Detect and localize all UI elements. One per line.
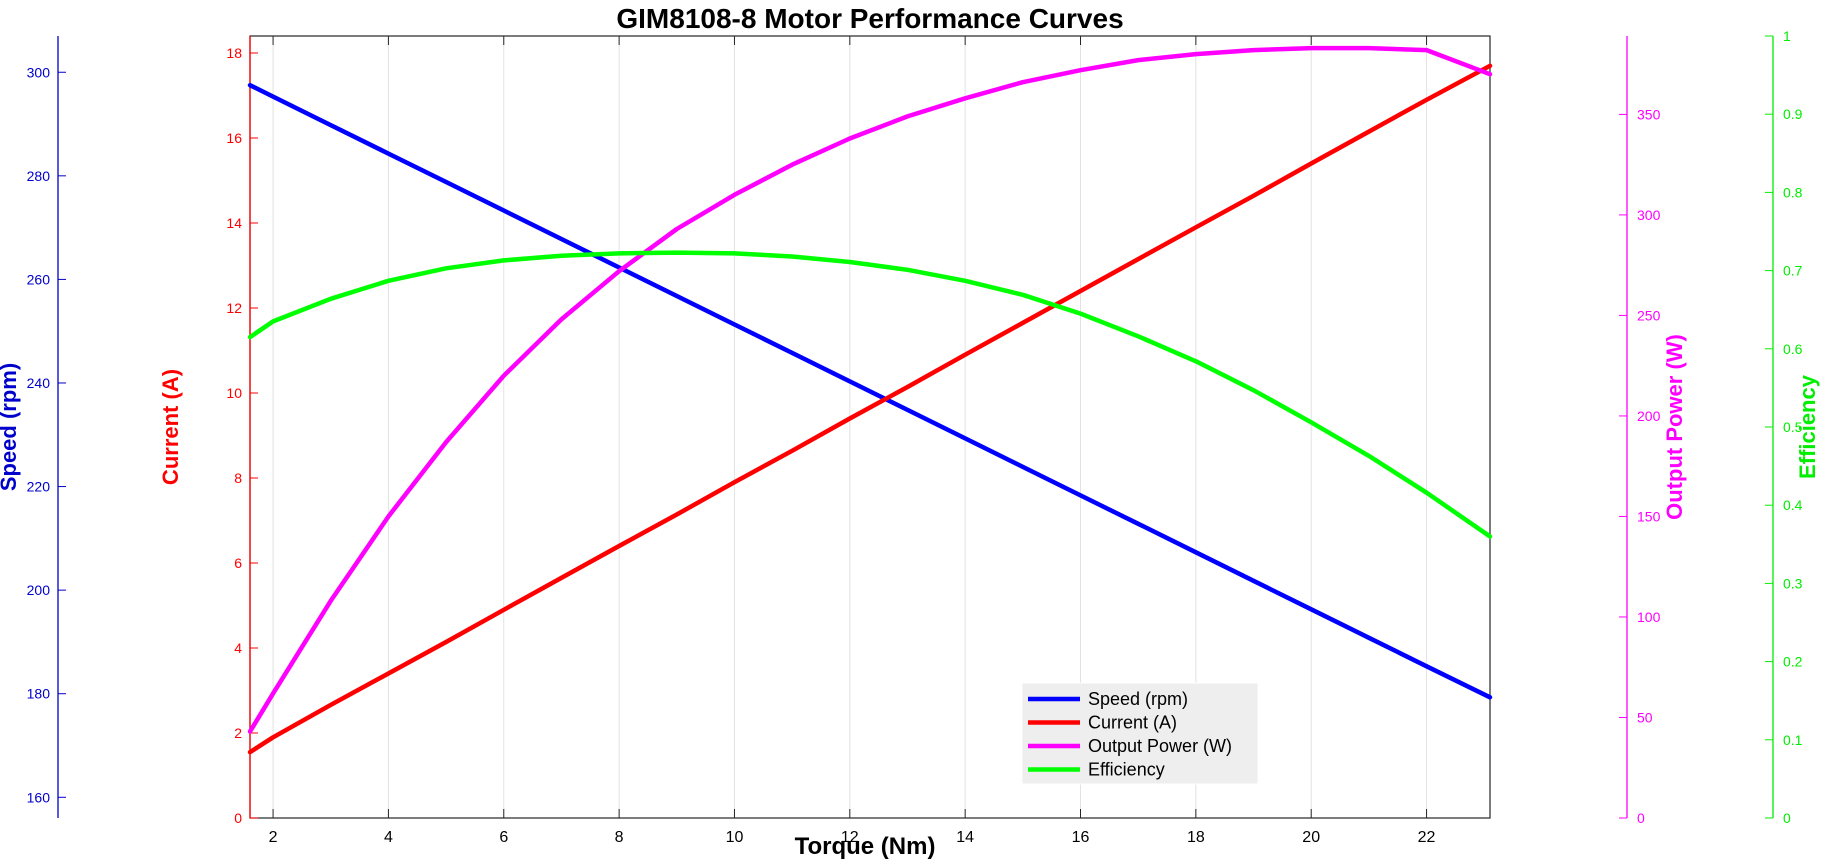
efficiency-tick-label: 0.5 [1783,419,1803,435]
x-tick-label: 12 [841,829,859,846]
x-tick-label: 6 [499,829,508,846]
current-tick-label: 4 [234,640,242,656]
x-tick-label: 14 [956,829,974,846]
current-tick-label: 2 [234,725,242,741]
legend: Speed (rpm) Current (A) Output Power (W) Ef… [1021,682,1259,785]
series-power-line [247,45,1493,734]
power-tick-label: 100 [1637,609,1661,625]
efficiency-axis-label: Efficiency [1795,374,1820,479]
speed-tick-label: 260 [27,271,51,287]
series-efficiency-line [247,250,1493,539]
current-axis-label: Current (A) [158,369,183,485]
x-tick-label: 8 [615,829,624,846]
efficiency-tick-label: 0.6 [1783,341,1803,357]
x-tick-label: 2 [269,829,278,846]
speed-axis-label: Speed (rpm) [0,363,21,491]
current-tick-label: 16 [226,130,242,146]
speed-tick-label: 280 [27,168,51,184]
efficiency-tick-label: 0 [1783,810,1791,826]
power-axis-label: Output Power (W) [1662,334,1687,520]
x-tick-label: 22 [1418,829,1436,846]
speed-tick-label: 240 [27,375,51,391]
speed-tick-label: 160 [27,789,51,805]
efficiency-tick-label: 0.9 [1783,106,1803,122]
speed-tick-label: 220 [27,479,51,495]
current-tick-label: 12 [226,300,242,316]
power-tick-label: 200 [1637,408,1661,424]
efficiency-tick-label: 0.2 [1783,654,1803,670]
speed-tick-label: 200 [27,582,51,598]
efficiency-tick-label: 0.4 [1783,497,1803,513]
efficiency-tick-label: 0.1 [1783,732,1803,748]
legend-label: Efficiency [1088,760,1165,780]
legend-label: Current (A) [1088,713,1177,733]
series-current-line [247,63,1493,755]
legend-label: Speed (rpm) [1088,689,1188,709]
x-tick-label: 4 [384,829,393,846]
x-axis-label: Torque (Nm) [795,833,936,860]
power-tick-label: 0 [1637,810,1645,826]
x-tick-label: 16 [1072,829,1090,846]
speed-tick-label: 180 [27,686,51,702]
x-tick-label: 18 [1187,829,1205,846]
x-tick-label: 20 [1302,829,1320,846]
current-tick-label: 6 [234,555,242,571]
power-tick-label: 300 [1637,207,1661,223]
power-tick-label: 50 [1637,709,1653,725]
axes: 2 4 6 8 10 12 14 16 18 20 221601802002202402602803… [0,28,1820,846]
x-tick-label: 10 [726,829,744,846]
grid-lines [272,36,1428,818]
power-tick-label: 150 [1637,508,1661,524]
current-tick-label: 8 [234,470,242,486]
power-tick-label: 350 [1637,106,1661,122]
efficiency-tick-label: 0.7 [1783,263,1803,279]
series-lines [247,45,1493,755]
current-tick-label: 0 [234,810,242,826]
power-tick-label: 250 [1637,307,1661,323]
current-tick-label: 18 [226,45,242,61]
series-speed-line [247,82,1493,700]
current-tick-label: 14 [226,215,242,231]
efficiency-tick-label: 1 [1783,28,1791,44]
chart-title: GIM8108-8 Motor Performance Curves [616,3,1123,34]
current-tick-label: 10 [226,385,242,401]
legend-label: Output Power (W) [1088,736,1232,756]
efficiency-tick-label: 0.8 [1783,184,1803,200]
efficiency-tick-label: 0.3 [1783,575,1803,591]
speed-tick-label: 300 [27,64,51,80]
